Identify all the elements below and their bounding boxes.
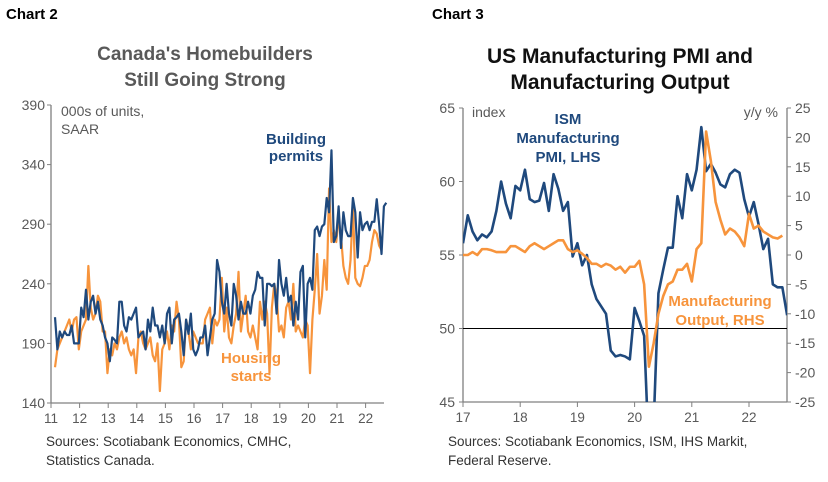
source-line: Sources: Scotiabank Economics, CMHC,: [46, 434, 292, 449]
right-y-tick-label: 0: [795, 247, 803, 263]
source-line: Statistics Canada.: [46, 453, 155, 468]
left-y-tick-label: 60: [439, 174, 455, 190]
chart-2-title-line: Canada's Homebuilders Still Going Strong: [40, 42, 370, 94]
x-tick-label: 21: [329, 411, 344, 426]
right-y-tick-label: 10: [795, 188, 811, 204]
right-y-tick-label: 20: [795, 129, 811, 145]
x-tick-label: 18: [513, 410, 528, 425]
series-label: Manufacturing: [516, 130, 619, 147]
y-tick-label: 390: [22, 97, 46, 113]
x-tick-label: 22: [358, 411, 373, 426]
title-line: Canada's Homebuilders: [97, 44, 313, 65]
series-label: permits: [269, 148, 323, 165]
left-unit-label: index: [472, 104, 505, 120]
ism-pmi-line: [463, 125, 787, 402]
right-y-tick-label: 5: [795, 218, 803, 234]
series-label: PMI, LHS: [535, 149, 600, 166]
series-label: Housing: [221, 350, 281, 367]
left-y-tick-label: 55: [439, 247, 455, 263]
x-tick-label: 17: [215, 411, 230, 426]
source-line: Federal Reserve.: [448, 453, 552, 468]
series-label: Building: [266, 131, 326, 148]
series-label: Manufacturing: [668, 293, 771, 310]
right-y-tick-label: 15: [795, 159, 811, 175]
chart-3-title: US Manufacturing PMI and Manufacturing Ou…: [440, 44, 800, 96]
right-y-tick-label: 25: [795, 100, 811, 116]
manufacturing-output-line: [463, 130, 784, 369]
x-tick-label: 17: [455, 410, 470, 425]
title-line: US Manufacturing PMI and: [486, 45, 753, 68]
title-line: Manufacturing Output: [510, 71, 730, 94]
right-y-tick-label: -15: [795, 335, 815, 351]
building-permits-line: [53, 149, 388, 363]
series-label: Output, RHS: [675, 312, 764, 329]
source-line: Sources: Scotiabank Economics, ISM, IHS …: [448, 434, 748, 449]
y-tick-label: 190: [22, 335, 46, 351]
chart-3-title-line: US Manufacturing PMI and Manufacturing Ou…: [440, 44, 800, 96]
chart-3-label: Chart 3: [432, 6, 484, 23]
x-tick-label: 12: [72, 411, 87, 426]
title-line: Still Going Strong: [124, 70, 286, 91]
x-tick-label: 20: [301, 411, 316, 426]
chart-2-title: Canada's Homebuilders Still Going Strong: [40, 42, 370, 94]
right-y-tick-label: -20: [795, 365, 815, 381]
x-tick-label: 11: [44, 411, 58, 426]
x-tick-label: 19: [272, 411, 287, 426]
left-y-tick-label: 45: [439, 394, 455, 410]
x-tick-label: 18: [244, 411, 259, 426]
right-y-tick-label: -25: [795, 394, 815, 410]
left-y-tick-label: 50: [439, 321, 455, 337]
series-label: ISM: [555, 111, 582, 128]
unit-label: SAAR: [61, 121, 99, 137]
x-tick-label: 15: [158, 411, 173, 426]
right-y-tick-label: -10: [795, 306, 815, 322]
x-tick-label: 21: [684, 410, 699, 425]
y-tick-label: 340: [22, 157, 46, 173]
y-tick-label: 240: [22, 276, 46, 292]
chart-2-sources: Sources: Scotiabank Economics, CMHC, Sta…: [46, 432, 291, 470]
unit-label: 000s of units,: [61, 103, 144, 119]
y-tick-label: 290: [22, 216, 46, 232]
x-tick-label: 13: [101, 411, 116, 426]
y-tick-label: 140: [22, 395, 46, 411]
x-tick-label: 14: [129, 411, 145, 426]
chart-3-sources: Sources: Scotiabank Economics, ISM, IHS …: [448, 432, 747, 470]
right-unit-label: y/y %: [744, 104, 778, 120]
x-tick-label: 19: [570, 410, 585, 425]
x-tick-label: 20: [627, 410, 642, 425]
right-y-tick-label: -5: [795, 276, 808, 292]
chart-2-label: Chart 2: [6, 6, 58, 23]
x-tick-label: 22: [741, 410, 756, 425]
x-tick-label: 16: [186, 411, 201, 426]
left-y-tick-label: 65: [439, 100, 455, 116]
series-label: starts: [231, 368, 272, 385]
